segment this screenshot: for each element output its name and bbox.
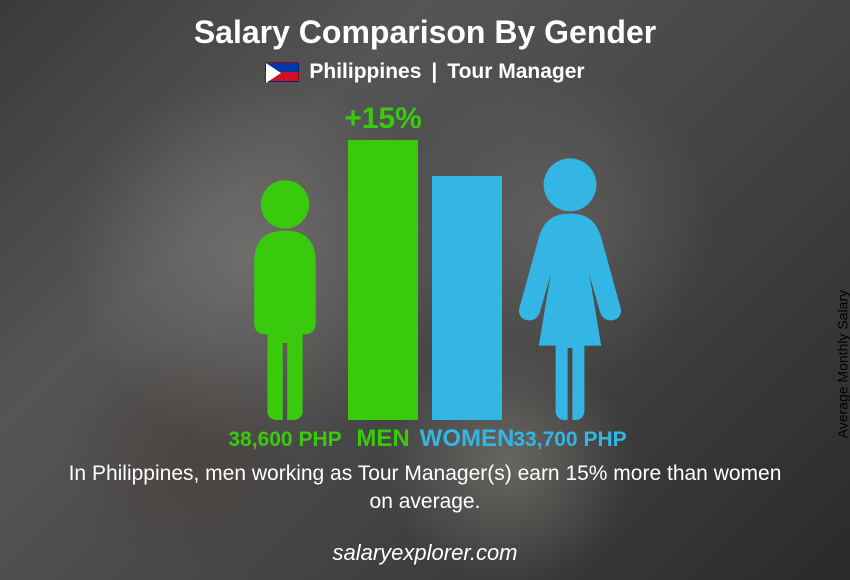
y-axis-label: Average Monthly Salary [834,290,850,438]
page-title: Salary Comparison By Gender [0,14,850,51]
men-pct-label: +15% [338,102,428,136]
salary-bar-chart: +15% [145,130,705,420]
women-bar [432,176,502,420]
infographic-canvas: Salary Comparison By Gender Philippines … [0,0,850,580]
subtitle-job: Tour Manager [447,60,584,84]
men-salary-label: 38,600 PHP [215,428,355,452]
subtitle-separator: | [431,60,437,84]
source-footer: salaryexplorer.com [0,540,850,566]
subtitle-country: Philippines [309,60,421,84]
woman-icon [510,130,630,420]
men-bar [348,140,418,420]
man-icon [230,130,340,420]
women-salary-label: 33,700 PHP [500,428,640,452]
chart-description: In Philippines, men working as Tour Mana… [60,460,790,517]
subtitle-row: Philippines | Tour Manager [0,60,850,84]
men-series-label: MEN [343,425,423,453]
philippines-flag-icon [265,62,299,82]
